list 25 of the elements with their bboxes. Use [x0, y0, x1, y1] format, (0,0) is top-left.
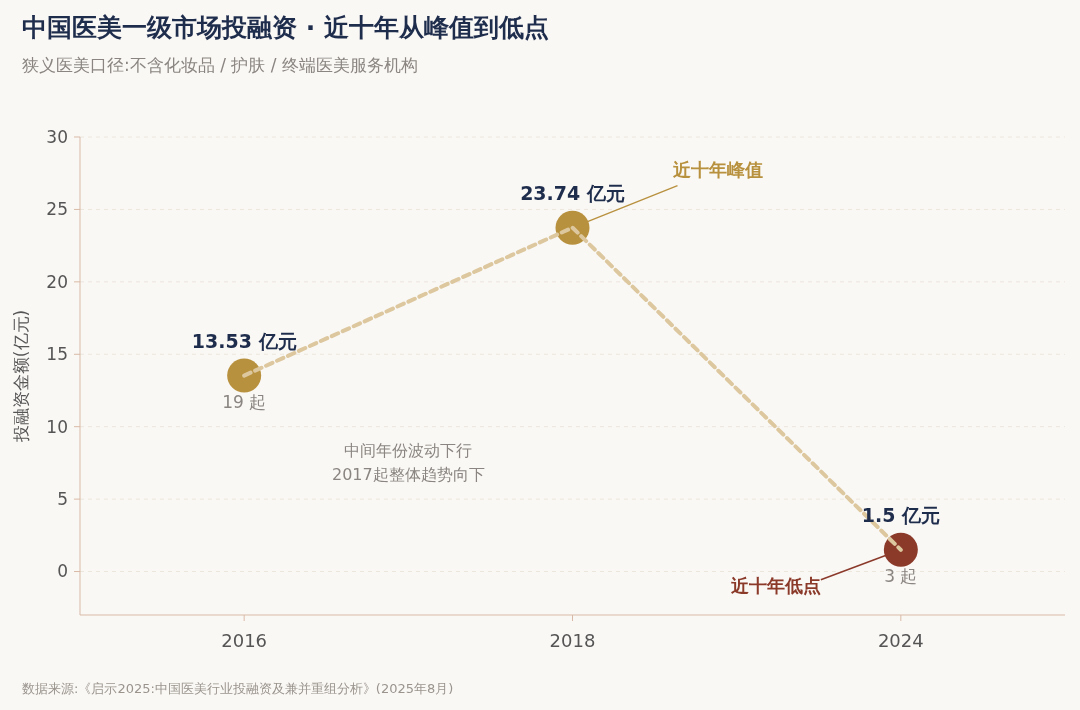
y-tick-label: 5 — [57, 489, 68, 510]
annotation: 2017起整体趋势向下 — [331, 464, 485, 484]
annotation: 19 起 — [222, 391, 267, 412]
point — [883, 532, 918, 567]
y-tick-label: 15 — [46, 344, 68, 365]
y-tick-label: 10 — [46, 416, 68, 437]
annotation: 近十年低点 — [729, 574, 821, 596]
source-note: 数据来源:《启示2025:中国医美行业投融资及兼并重组分析》(2025年8月) — [22, 681, 454, 696]
chart-subtitle: 狭义医美口径:不含化妆品 / 护肤 / 终端医美服务机构 — [22, 55, 418, 75]
y-tick-label: 30 — [46, 126, 68, 147]
data-label: 1.5 亿元 — [861, 503, 940, 526]
x-tick-label: 2018 — [549, 630, 596, 651]
x-tick-label: 2016 — [221, 630, 268, 651]
chart-title: 中国医美一级市场投融资 · 近十年从峰值到低点 — [22, 13, 549, 42]
annotation: 近十年峰值 — [671, 158, 763, 180]
point — [227, 358, 262, 393]
y-tick-label: 25 — [46, 199, 68, 220]
x-tick-label: 2024 — [877, 630, 924, 651]
annotation: 3 起 — [884, 565, 918, 586]
y-tick-label: 20 — [46, 271, 68, 292]
data-label: 23.74 亿元 — [520, 181, 625, 204]
y-tick-label: 0 — [57, 561, 68, 582]
y-axis-title: 投融资金额(亿元) — [11, 309, 31, 444]
annotation: 中间年份波动下行 — [344, 440, 473, 460]
data-label: 13.53 亿元 — [191, 329, 297, 352]
